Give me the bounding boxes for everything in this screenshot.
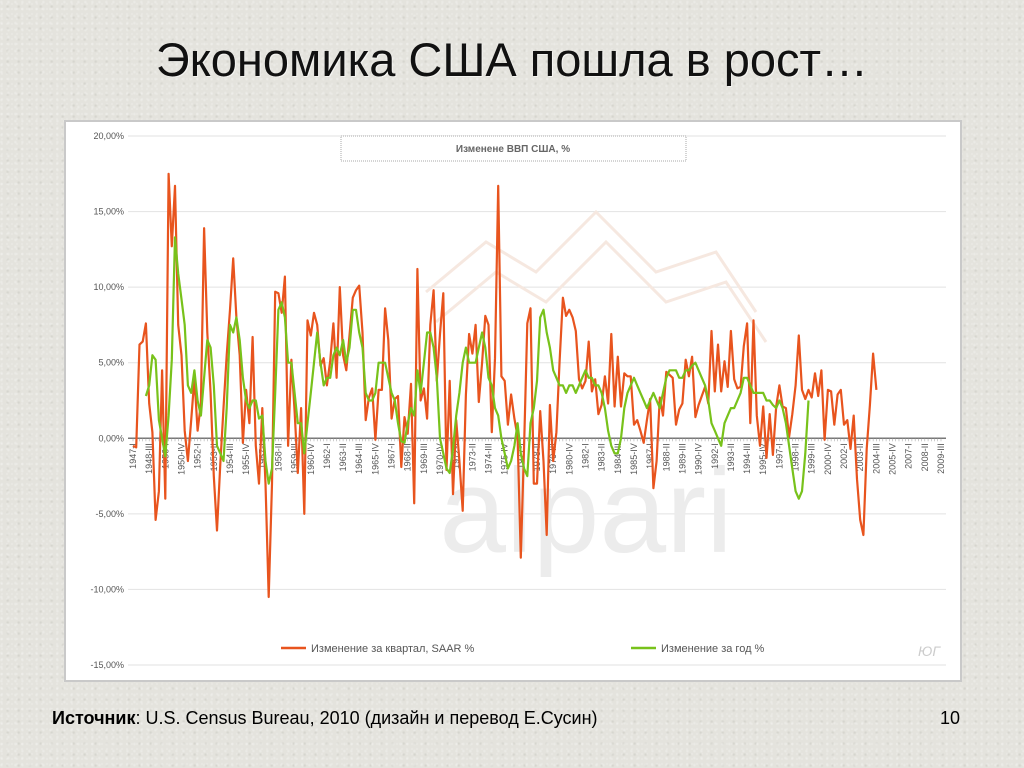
source-text: : U.S. Census Bureau, 2010 (дизайн и пер… bbox=[135, 708, 598, 728]
chart-title: Изменене ВВП США, % bbox=[456, 144, 570, 155]
legend-label-quarterly: Изменение за квартал, SAAR % bbox=[311, 643, 475, 655]
y-tick-label: 10,00% bbox=[93, 282, 124, 292]
slide-title: Экономика США пошла в рост… bbox=[155, 33, 869, 86]
source-note: Источник: U.S. Census Bureau, 2010 (диза… bbox=[52, 708, 598, 729]
x-tick-label: 1962-I bbox=[322, 443, 332, 469]
chart-canvas: alpari 20,00% 15,00% 10,00% 5,00% 0,00% -5,00… bbox=[90, 131, 946, 670]
x-tick-label: 1972-I bbox=[451, 443, 461, 469]
series-line-quarterly bbox=[132, 172, 878, 599]
x-tick-label: 1957-I bbox=[257, 443, 267, 469]
corner-mark: ЮГ bbox=[918, 643, 941, 659]
page-number: 10 bbox=[940, 708, 961, 728]
y-axis-labels: 20,00% 15,00% 10,00% 5,00% 0,00% -5,00% -10,00… bbox=[90, 131, 124, 670]
x-tick-label: 1952-I bbox=[193, 443, 203, 469]
x-tick-label: 1999-III bbox=[807, 443, 817, 474]
x-tick-label: 1958-II bbox=[273, 443, 283, 471]
x-tick-label: 2003-II bbox=[855, 443, 865, 471]
y-tick-label: 20,00% bbox=[93, 131, 124, 141]
x-tick-label: 2002-I bbox=[839, 443, 849, 469]
x-tick-label: 1965-IV bbox=[370, 443, 380, 475]
y-tick-label: 5,00% bbox=[98, 358, 124, 368]
x-tick-label: 2007-I bbox=[904, 443, 914, 469]
legend-label-annual: Изменение за год % bbox=[661, 643, 765, 655]
x-tick-label: 1995-IV bbox=[758, 443, 768, 475]
y-tick-label: 15,00% bbox=[93, 207, 124, 217]
x-tick-label: 1959-III bbox=[290, 443, 300, 474]
x-tick-label: 1992-I bbox=[710, 443, 720, 469]
x-tick-label: 1985-IV bbox=[629, 443, 639, 475]
y-tick-label: -5,00% bbox=[95, 509, 124, 519]
x-tick-label: 1997-I bbox=[774, 443, 784, 469]
x-axis: 1947-I 1948-III 1950-I 1950-IV 1952-I 1953-II… bbox=[128, 437, 946, 475]
x-tick-label: 1948-III bbox=[144, 443, 154, 474]
x-tick-label: 2000-IV bbox=[823, 443, 833, 475]
x-tick-label: 2009-III bbox=[936, 443, 946, 474]
y-tick-label: -10,00% bbox=[90, 584, 124, 594]
svg-text:alpari: alpari bbox=[439, 444, 733, 578]
x-tick-label: 1983-II bbox=[597, 443, 607, 471]
series-line-annual bbox=[144, 236, 810, 500]
x-tick-label: 1994-III bbox=[742, 443, 752, 474]
x-tick-label: 1982-I bbox=[580, 443, 590, 469]
x-tick-label: 1980-IV bbox=[564, 443, 574, 475]
x-tick-label: 1990-IV bbox=[694, 443, 704, 475]
x-tick-label: 2008-II bbox=[920, 443, 930, 471]
gdp-chart: alpari 20,00% 15,00% 10,00% 5,00% 0,00% -5,00… bbox=[64, 120, 962, 682]
x-tick-label: 1969-III bbox=[419, 443, 429, 474]
y-tick-label: -15,00% bbox=[90, 660, 124, 670]
x-tick-label: 1988-II bbox=[661, 443, 671, 471]
alpari-watermark: alpari bbox=[425, 209, 768, 578]
x-tick-label: 1975-IV bbox=[500, 443, 510, 475]
x-tick-label: 1973-II bbox=[467, 443, 477, 471]
x-tick-label: 1987-I bbox=[645, 443, 655, 469]
x-tick-label: 2005-IV bbox=[888, 443, 898, 475]
x-tick-label: 1968-II bbox=[403, 443, 413, 471]
x-tick-label: 1974-III bbox=[484, 443, 494, 474]
x-tick-label: 1978-II bbox=[532, 443, 542, 471]
chart-title-box: Изменене ВВП США, % bbox=[340, 135, 687, 162]
x-tick-label: 1989-III bbox=[677, 443, 687, 474]
x-tick-label: 1955-IV bbox=[241, 443, 251, 475]
y-tick-label: 0,00% bbox=[98, 433, 124, 443]
x-tick-label: 1947-I bbox=[128, 443, 138, 469]
series-lines bbox=[132, 172, 878, 599]
x-tick-label: 1970-IV bbox=[435, 443, 445, 475]
source-label: Источник bbox=[52, 708, 136, 728]
x-tick-label: 1984-III bbox=[613, 443, 623, 474]
x-tick-label: 2004-III bbox=[871, 443, 881, 474]
legend: Изменение за квартал, SAAR % Изменение з… bbox=[281, 643, 765, 655]
x-tick-label: 1998-II bbox=[791, 443, 801, 471]
x-tick-label: 1960-IV bbox=[306, 443, 316, 475]
x-tick-label: 1954-III bbox=[225, 443, 235, 474]
x-tick-label: 1963-II bbox=[338, 443, 348, 471]
x-tick-label: 1993-II bbox=[726, 443, 736, 471]
x-tick-label: 1967-I bbox=[387, 443, 397, 469]
x-tick-label: 1950-IV bbox=[176, 443, 186, 475]
x-tick-label: 1964-III bbox=[354, 443, 364, 474]
